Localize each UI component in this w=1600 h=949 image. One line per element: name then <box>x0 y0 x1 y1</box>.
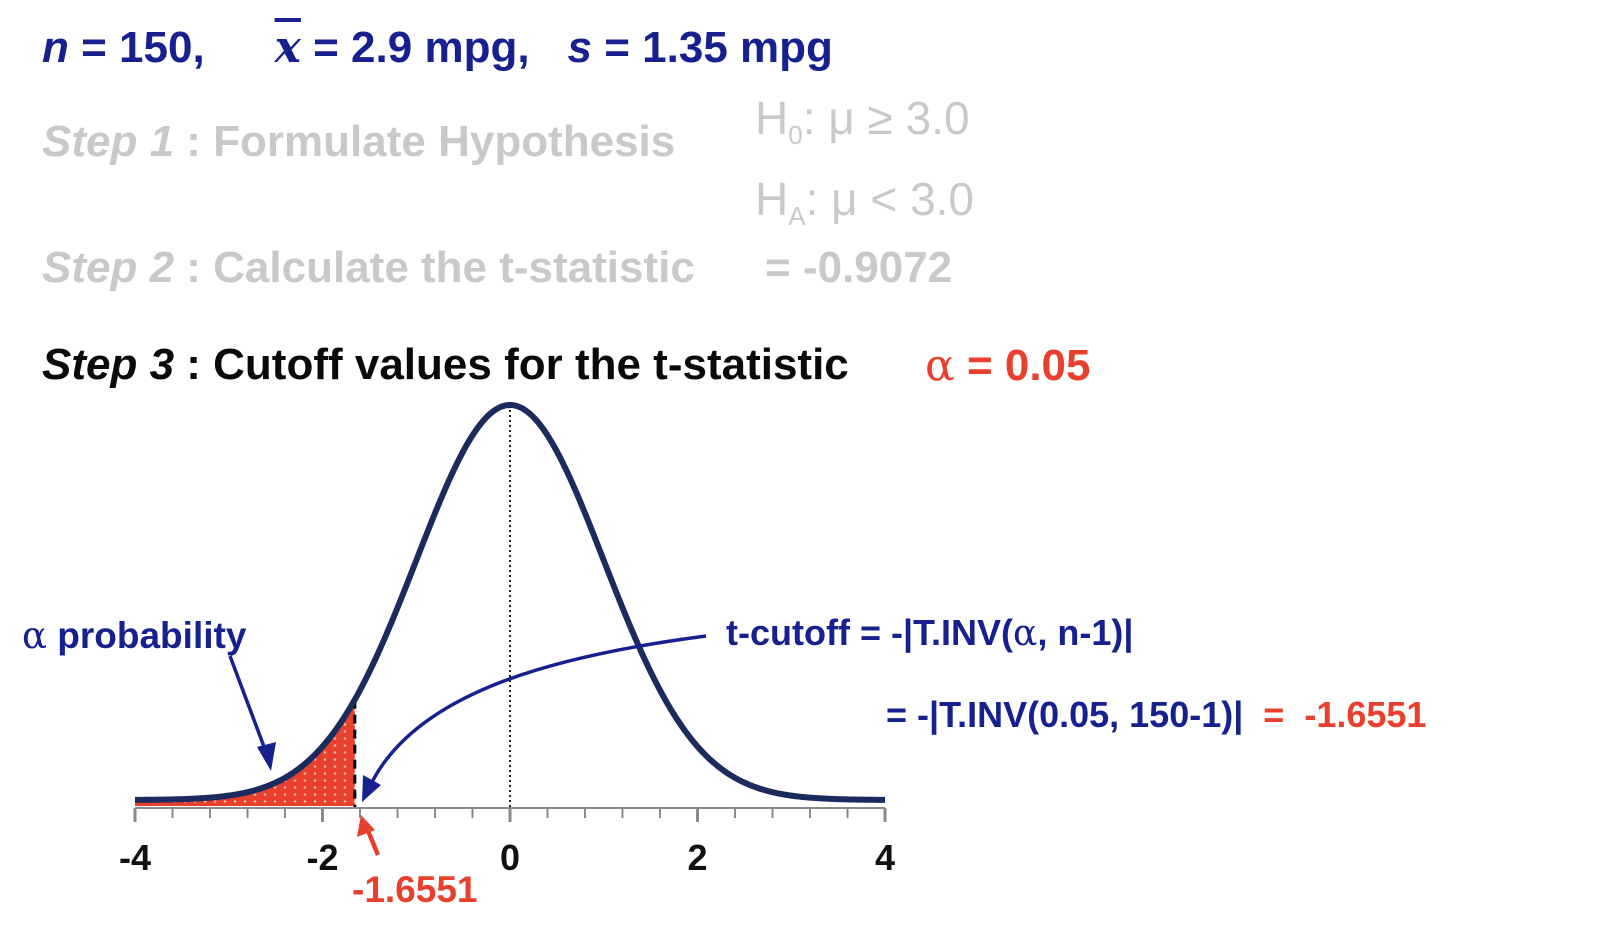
given-statistics: n = 150, x = 2.9 mpg, s = 1.35 mpg <box>42 22 833 73</box>
x-axis-ticks <box>133 808 887 822</box>
null-hypothesis: H0: μ ≥ 3.0 <box>755 92 970 151</box>
step1-label: Step 1 <box>42 117 175 166</box>
step3-heading: Step 3 : Cutoff values for the t-statist… <box>42 340 849 390</box>
xbar-value: = 2.9 mpg, <box>300 23 530 72</box>
step1-heading: Step 1 : Formulate Hypothesis <box>42 117 675 167</box>
n-value: = 150, <box>68 23 205 72</box>
cutoff-formula-line2: = -|T.INV(0.05, 150-1)| = -1.6551 <box>886 694 1427 735</box>
x-tick-label: 2 <box>687 837 707 878</box>
x-tick-label: -4 <box>119 837 151 878</box>
cutoff-result: -1.6551 <box>1304 694 1427 735</box>
x-tick-label: 0 <box>500 837 520 878</box>
step3-text: : Cutoff values for the t-statistic <box>174 340 849 389</box>
x-tick-label: -2 <box>306 837 338 878</box>
x-tick-label: 4 <box>875 837 895 878</box>
x-axis-tick-labels: -4 -2 0 2 4 <box>119 837 895 878</box>
cutoff-value-label: -1.6551 <box>352 869 478 910</box>
step3-label: Step 3 <box>42 340 175 389</box>
n-label: n <box>42 23 69 72</box>
hypotheses: H0: μ ≥ 3.0 HA: μ < 3.0 <box>755 86 974 248</box>
s-value: = 1.35 mpg <box>592 23 833 72</box>
step2-label: Step 2 <box>42 243 175 292</box>
t-density-curve <box>133 402 887 803</box>
t-statistic-value: = -0.9072 <box>765 243 953 292</box>
cutoff-value-arrowhead <box>357 815 375 837</box>
alpha-probability-label: α probability <box>22 614 247 657</box>
t-cutoff-arrow <box>370 634 707 783</box>
alpha-probability-arrow <box>228 655 268 753</box>
xbar-label: x <box>274 22 301 73</box>
alpha-probability-arrowhead <box>257 742 276 771</box>
cutoff-formula-line1: t-cutoff = -|T.INV(α, n-1)| <box>726 612 1134 654</box>
s-label: s <box>567 23 593 72</box>
step2-text: : Calculate the t-statistic <box>174 243 695 292</box>
alpha-shaded-region <box>135 699 355 806</box>
alternative-hypothesis: HA: μ < 3.0 <box>755 173 975 232</box>
step2-heading: Step 2 : Calculate the t-statistic <box>42 243 695 293</box>
alpha-value: α = 0.05 <box>925 340 1091 391</box>
step1-text: : Formulate Hypothesis <box>174 117 676 166</box>
t-cutoff-arrowhead <box>362 775 381 802</box>
